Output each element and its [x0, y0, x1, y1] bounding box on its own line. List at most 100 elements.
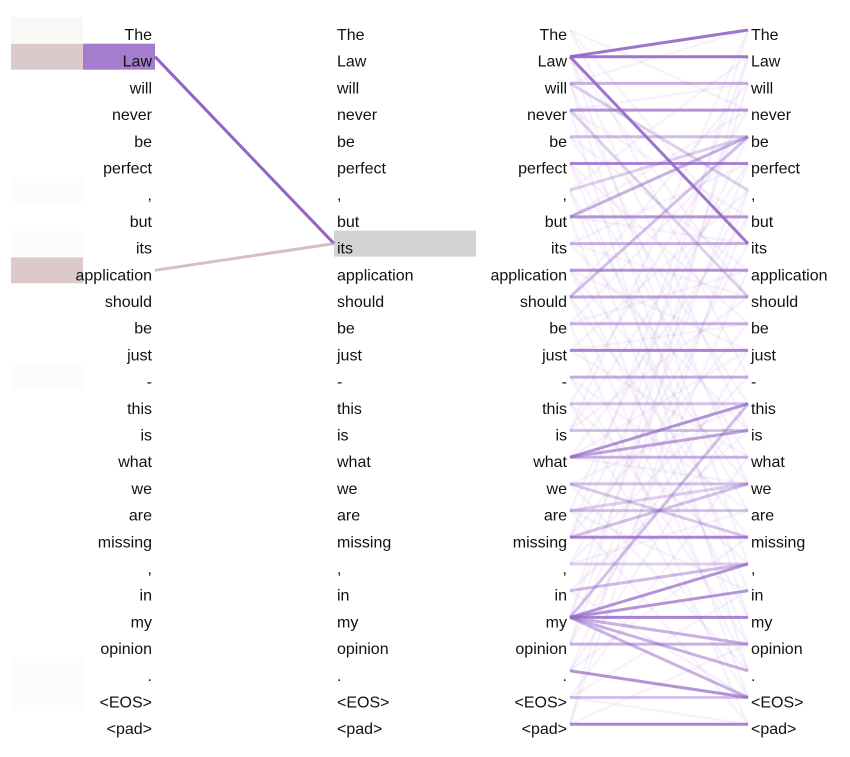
left-panel-target-token[interactable]: , — [337, 561, 341, 578]
left-panel-target-token[interactable]: my — [337, 614, 358, 631]
right-panel-target-token[interactable]: in — [751, 588, 763, 605]
left-panel-source-token[interactable]: its — [136, 241, 152, 258]
right-panel-target-token[interactable]: will — [750, 80, 773, 97]
right-panel-source-token[interactable]: this — [542, 401, 567, 418]
right-panel-target-token[interactable]: missing — [751, 534, 805, 551]
right-panel-target-token[interactable]: , — [751, 561, 755, 578]
right-panel-source-token[interactable]: <EOS> — [515, 695, 567, 712]
left-panel-source-token[interactable]: is — [140, 428, 152, 445]
left-panel-source-token[interactable]: . — [148, 668, 152, 685]
right-panel-source-token[interactable]: but — [545, 214, 568, 231]
left-panel-source-token[interactable]: just — [126, 347, 152, 364]
right-panel-source-token[interactable]: will — [544, 80, 567, 97]
right-panel-target-token[interactable]: never — [751, 107, 792, 124]
left-panel-source-token[interactable]: be — [134, 134, 152, 151]
right-panel-target-token[interactable]: opinion — [751, 641, 803, 658]
left-panel-source-token[interactable]: perfect — [103, 161, 152, 178]
right-panel-target-token[interactable]: - — [751, 374, 756, 391]
left-panel-source-token[interactable]: application — [76, 267, 153, 284]
right-panel-source-token[interactable]: be — [549, 134, 567, 151]
left-panel-source-token[interactable]: this — [127, 401, 152, 418]
left-panel-target-token[interactable]: this — [337, 401, 362, 418]
right-panel-target-token[interactable]: but — [751, 214, 774, 231]
right-panel-target-token[interactable]: what — [750, 454, 785, 471]
left-panel-source-token[interactable]: what — [117, 454, 152, 471]
left-panel-source-token[interactable]: missing — [98, 534, 152, 551]
right-panel-target-token[interactable]: we — [750, 481, 772, 498]
left-panel-source-token[interactable]: <EOS> — [100, 695, 152, 712]
right-panel-source-token[interactable]: missing — [513, 534, 567, 551]
left-panel-source-token[interactable]: my — [131, 614, 152, 631]
left-panel-target-token[interactable]: are — [337, 508, 360, 525]
left-panel-source-token[interactable]: , — [148, 561, 152, 578]
right-panel-target-token[interactable]: Law — [751, 54, 781, 71]
right-panel-source-token[interactable]: is — [555, 428, 567, 445]
left-panel-source-token[interactable]: <pad> — [107, 721, 152, 738]
left-panel-target-token[interactable]: application — [337, 267, 414, 284]
left-panel-target-token[interactable]: opinion — [337, 641, 389, 658]
right-panel-target-token[interactable]: perfect — [751, 161, 800, 178]
left-panel-source-token[interactable]: are — [129, 508, 152, 525]
left-panel-target-token[interactable]: is — [337, 428, 349, 445]
left-panel-source-token[interactable]: , — [148, 187, 152, 204]
right-panel-source-token[interactable]: be — [549, 321, 567, 338]
left-panel-target-token[interactable]: be — [337, 321, 355, 338]
left-panel-source-token[interactable]: but — [130, 214, 153, 231]
left-panel-source-token[interactable]: The — [124, 27, 152, 44]
right-panel-target-token[interactable]: application — [751, 267, 828, 284]
right-panel-target-token[interactable]: <EOS> — [751, 695, 803, 712]
right-panel-source-token[interactable]: what — [532, 454, 567, 471]
right-panel-target-token[interactable]: this — [751, 401, 776, 418]
right-panel-source-token[interactable]: , — [563, 187, 567, 204]
left-panel-target-token[interactable]: but — [337, 214, 360, 231]
right-panel-source-token[interactable]: The — [539, 27, 567, 44]
right-panel-source-token[interactable]: application — [491, 267, 568, 284]
right-panel-target-token[interactable]: my — [751, 614, 772, 631]
right-panel-target-token[interactable]: just — [750, 347, 776, 364]
right-panel-source-token[interactable]: perfect — [518, 161, 567, 178]
left-panel-target-token[interactable]: The — [337, 27, 365, 44]
left-panel-target-token[interactable]: we — [336, 481, 358, 498]
left-panel-target-token[interactable]: , — [337, 187, 341, 204]
left-panel-target-token[interactable]: Law — [337, 54, 367, 71]
left-panel-source-token[interactable]: will — [129, 80, 152, 97]
left-panel-target-token[interactable]: - — [337, 374, 342, 391]
right-panel-source-token[interactable]: we — [546, 481, 568, 498]
right-panel-source-token[interactable]: opinion — [515, 641, 567, 658]
left-panel-source-token[interactable]: never — [112, 107, 153, 124]
right-panel-target-token[interactable]: its — [751, 241, 767, 258]
left-panel-target-token[interactable]: <pad> — [337, 721, 382, 738]
right-panel-target-token[interactable]: is — [751, 428, 763, 445]
left-panel-source-token[interactable]: in — [140, 588, 152, 605]
right-panel-target-token[interactable]: . — [751, 668, 755, 685]
right-panel-source-token[interactable]: my — [546, 614, 567, 631]
right-panel-source-token[interactable]: just — [541, 347, 567, 364]
left-panel-target-token[interactable]: be — [337, 134, 355, 151]
left-panel-target-token[interactable]: what — [336, 454, 371, 471]
right-panel-source-token[interactable]: never — [527, 107, 568, 124]
right-panel-source-token[interactable]: <pad> — [522, 721, 567, 738]
right-panel-source-token[interactable]: its — [551, 241, 567, 258]
left-panel-target-token[interactable]: should — [337, 294, 384, 311]
left-panel-target-token[interactable]: will — [336, 80, 359, 97]
right-panel-target-token[interactable]: be — [751, 321, 769, 338]
left-panel-source-token[interactable]: should — [105, 294, 152, 311]
right-panel-source-token[interactable]: in — [555, 588, 567, 605]
right-panel-target-token[interactable]: be — [751, 134, 769, 151]
left-panel-target-token[interactable]: never — [337, 107, 378, 124]
right-panel-source-token[interactable]: Law — [538, 54, 568, 71]
left-panel-source-token[interactable]: - — [147, 374, 152, 391]
left-panel-target-token[interactable]: . — [337, 668, 341, 685]
left-panel-target-token[interactable]: its — [337, 241, 353, 258]
right-panel-target-token[interactable]: are — [751, 508, 774, 525]
left-panel-target-token[interactable]: <EOS> — [337, 695, 389, 712]
left-panel-target-token[interactable]: missing — [337, 534, 391, 551]
left-panel-source-token[interactable]: opinion — [100, 641, 152, 658]
left-panel-source-token[interactable]: be — [134, 321, 152, 338]
right-panel-target-token[interactable]: , — [751, 187, 755, 204]
left-panel-source-token[interactable]: we — [131, 481, 153, 498]
left-panel-source-token[interactable]: Law — [123, 54, 153, 71]
right-panel-source-token[interactable]: are — [544, 508, 567, 525]
left-panel-target-token[interactable]: in — [337, 588, 349, 605]
right-panel-source-token[interactable]: - — [562, 374, 567, 391]
